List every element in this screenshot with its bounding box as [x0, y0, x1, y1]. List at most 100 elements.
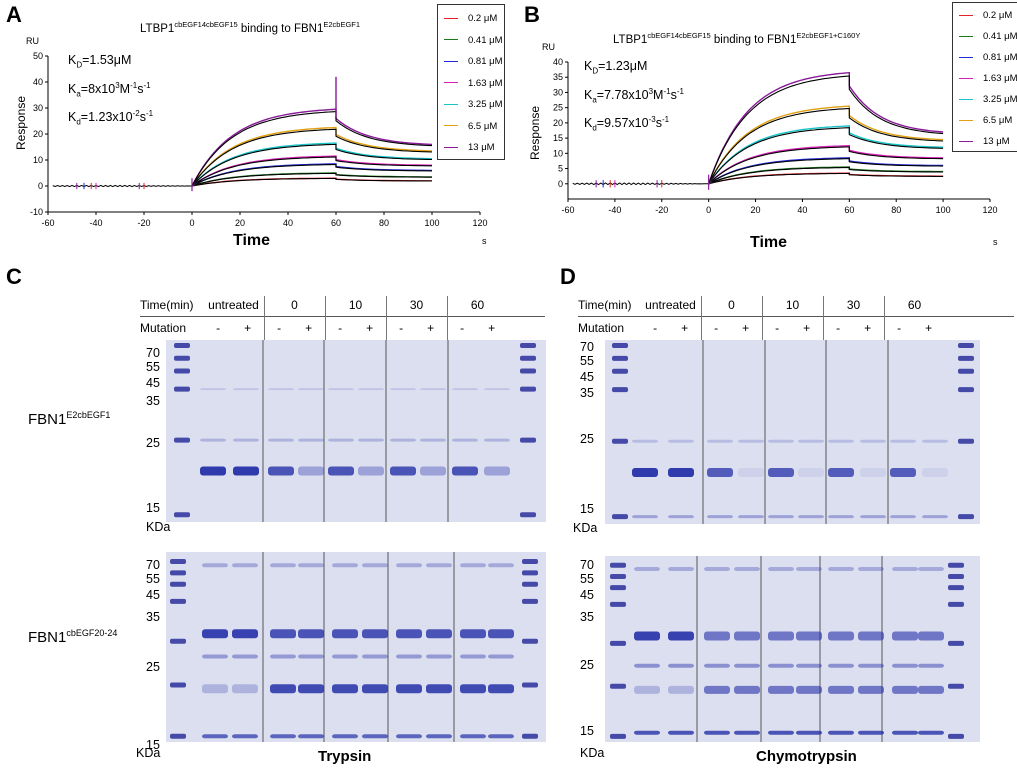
fit-line-2 [191, 172, 432, 187]
x-tick-label: 20 [751, 205, 761, 215]
gel-top [605, 340, 980, 524]
x-tick-label: 0 [189, 218, 194, 228]
mw-marker-label: 55 [146, 572, 160, 586]
group-divider [264, 296, 265, 340]
ladder-band [612, 514, 628, 520]
ka-exp3: -1 [676, 86, 684, 96]
protein-band [298, 466, 324, 476]
kd-sym: K [584, 59, 593, 73]
protein-label-bottom: FBN1cbEGF20-24 [28, 628, 117, 646]
x-tick-label: 120 [982, 205, 997, 215]
chart-a-kd: KD=1.53μM [68, 50, 153, 76]
gel-d-header: Time(min) Mutation untreated - +0- +10- +30- +6… [578, 296, 1014, 342]
protein-band [922, 467, 948, 477]
kdiss-sym: K [68, 110, 77, 125]
ladder-band [170, 581, 186, 587]
protein-band [426, 684, 452, 694]
protein-bottom-sup: cbEGF20-24 [66, 628, 118, 638]
chart-a-kdiss: Kd=1.23x10-2s-1 [68, 104, 153, 133]
ladder-band [170, 570, 186, 576]
protein-top-sup: E2cbEGF1 [66, 410, 111, 420]
ladder-band [610, 733, 626, 739]
protein-band [632, 467, 658, 477]
time-group-label: untreated [645, 298, 696, 312]
chart-b: 0 5 10 15 20 25 30 35 40 -60 -40 -20 0 20 40 60 80 100 120 [553, 57, 998, 215]
protein-band [202, 654, 228, 659]
mw-marker-label: 70 [580, 340, 594, 354]
protein-band [738, 515, 764, 519]
legend-label: 1.63 μM [983, 73, 1017, 84]
time-group-label: 30 [846, 298, 861, 312]
protein-band [202, 629, 228, 639]
protein-band [768, 685, 794, 694]
protein-band [828, 631, 854, 641]
protein-band [332, 684, 358, 694]
time-group-label: 60 [470, 298, 485, 312]
protein-band [200, 466, 226, 476]
y-tick-label: 20 [33, 129, 43, 139]
sensorgram-4 [708, 144, 944, 185]
mutation-sign: + [803, 321, 811, 335]
protein-band [858, 685, 884, 694]
ladder-band [170, 638, 186, 644]
ladder-band [612, 343, 628, 349]
ladder-band [522, 682, 538, 688]
protein-band [426, 563, 452, 568]
protein-band [634, 730, 660, 735]
ladder-band [522, 581, 538, 587]
kd-val: =1.23μM [598, 59, 648, 73]
protein-band [460, 629, 486, 639]
protein-band [358, 438, 384, 442]
ladder-band [170, 598, 186, 604]
time-group-label: 30 [409, 298, 424, 312]
protein-band [298, 438, 324, 442]
mw-marker-label: 35 [146, 610, 160, 624]
protein-band [268, 466, 294, 476]
protein-band [232, 734, 258, 739]
protein-band [390, 438, 416, 442]
legend-label: 6.5 μM [468, 120, 498, 132]
gel-bottom [605, 556, 980, 742]
protein-band [768, 515, 794, 519]
y-tick-label: 35 [553, 72, 563, 82]
protein-band [270, 654, 296, 659]
time-group-label: 10 [348, 298, 363, 312]
gel-top [166, 340, 546, 522]
ladder-band [170, 733, 186, 739]
protein-band [270, 734, 296, 739]
mw-marker-label: 15 [580, 724, 594, 738]
protein-band [202, 734, 228, 739]
legend-entry: 6.5 μM [444, 121, 497, 132]
legend-label: 13 μM [468, 142, 495, 153]
legend-label: 0.2 μM [468, 13, 498, 24]
protein-band [668, 439, 694, 443]
ka-exp2: -1 [663, 86, 671, 96]
ladder-band [610, 640, 626, 646]
gel-background [605, 556, 980, 742]
mw-marker-label: 25 [146, 660, 160, 674]
fit-line-6 [708, 107, 944, 185]
protein-band [420, 438, 446, 442]
protein-band [858, 631, 884, 641]
kdiss-unit: s [655, 116, 662, 131]
kd-val: =1.53μM [82, 53, 132, 67]
ka-sub: a [592, 95, 597, 105]
legend-entry: 1.63 μM [444, 78, 503, 89]
x-tick-label: 100 [424, 218, 439, 228]
protein-band [390, 388, 416, 391]
protein-band [922, 439, 948, 443]
mutation-sign: - [460, 321, 465, 335]
legend-swatch [444, 39, 458, 41]
y-tick-label: 50 [33, 51, 43, 61]
baseline-trace [572, 182, 709, 186]
protein-band [828, 685, 854, 694]
protein-band [734, 567, 760, 572]
legend-swatch [959, 35, 973, 37]
protein-band [890, 515, 916, 519]
protein-band [233, 466, 259, 476]
protein-band [796, 685, 822, 694]
protein-band [707, 467, 733, 477]
protein-band [328, 388, 354, 391]
chart-b-title-sup2: E2cbEGF1+C160Y [796, 31, 861, 40]
protein-band [668, 567, 694, 572]
